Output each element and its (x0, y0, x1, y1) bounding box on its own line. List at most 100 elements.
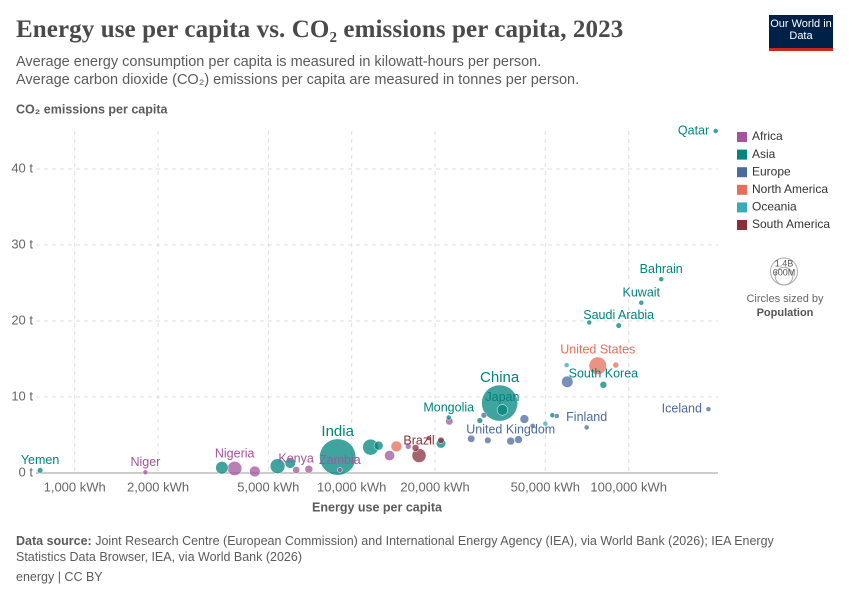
x-tick-label: 5,000 kWh (237, 479, 299, 494)
bubble (284, 457, 296, 469)
bubble (292, 466, 300, 474)
bubble (215, 461, 229, 475)
logo[interactable]: Our World in Data (769, 15, 833, 51)
x-tick-label: 2,000 kWh (127, 479, 189, 494)
subtitle-line: Average carbon dioxide (CO₂) emissions p… (16, 72, 580, 88)
legend-label: Asia (752, 147, 776, 161)
bubble (481, 384, 518, 422)
bubble (638, 300, 645, 306)
bubble (519, 414, 530, 424)
bubble (588, 356, 607, 375)
size-legend-note: Circles sized by (746, 293, 824, 305)
bubble (405, 443, 412, 450)
bubble (583, 424, 590, 431)
bubble (586, 319, 592, 326)
chart-title: Energy use per capita vs. CO₂ emissions … (16, 16, 624, 43)
legend-swatch (737, 202, 747, 213)
bubble (542, 420, 549, 427)
point-label: United States (560, 342, 635, 356)
bubble (249, 465, 261, 478)
bubble (712, 128, 719, 134)
point-label: Japan (485, 390, 519, 404)
point-label: Qatar (678, 123, 709, 137)
legend-swatch (737, 220, 747, 230)
legend-swatch (737, 167, 747, 178)
bubble (437, 436, 445, 444)
y-tick-label: 30 t (11, 236, 33, 251)
point-label: Finland (566, 410, 607, 424)
size-legend-circle (774, 266, 794, 286)
bubble (496, 404, 509, 416)
bubble (506, 436, 515, 446)
footer: energy | CC BY (16, 570, 103, 584)
legend-swatch (737, 149, 747, 160)
y-tick-label: 40 t (11, 160, 33, 175)
size-legend-variable: Population (757, 307, 814, 319)
legend-label: North America (752, 182, 828, 196)
bubble (337, 467, 343, 473)
legend-label: Africa (752, 129, 783, 143)
size-legend-label: 600M (773, 268, 796, 278)
bubble (384, 450, 395, 461)
y-tick-label: 0 t (19, 464, 34, 479)
bubble (467, 434, 476, 443)
x-tick-label: 10,000 kWh (317, 479, 386, 494)
point-label: Nigeria (215, 447, 255, 461)
point-label: Niger (130, 455, 160, 469)
x-tick-label: 100,000 kWh (590, 479, 667, 494)
point-label: Iceland (662, 401, 702, 415)
bubble (549, 412, 556, 418)
point-label: Zambia (319, 453, 361, 467)
source-label: Data source: (16, 534, 92, 548)
bubble (658, 276, 664, 282)
bubble (142, 469, 149, 475)
bubble (37, 467, 44, 474)
subtitle-line: Average energy consumption per capita is… (16, 54, 542, 70)
bubble (705, 406, 712, 412)
bubble (304, 464, 314, 474)
point-label: South Korea (569, 367, 639, 381)
x-tick-label: 50,000 kWh (511, 479, 580, 494)
point-label: Kenya (278, 452, 313, 466)
point-label: Saudi Arabia (583, 308, 654, 322)
point-label: Bahrain (640, 262, 683, 276)
point-label: Yemen (21, 453, 60, 467)
source-text: Joint Research Centre (European Commissi… (16, 534, 774, 564)
bubble (426, 435, 432, 441)
bubble (612, 361, 620, 369)
bubble (319, 438, 357, 476)
bubble (411, 444, 420, 452)
bubble (445, 414, 452, 421)
bubble (390, 440, 403, 453)
size-legend-label: 1.4B (775, 258, 794, 268)
bubble (514, 435, 523, 444)
bubble (476, 417, 483, 424)
bubble (529, 423, 536, 429)
bubble (269, 458, 286, 474)
bubble (599, 381, 608, 389)
legend-label: South America (752, 217, 830, 231)
legend-label: Oceania (752, 200, 797, 214)
point-label: Mongolia (423, 400, 474, 414)
point-label: Kuwait (623, 286, 661, 300)
y-tick-label: 10 t (11, 388, 33, 403)
legend-swatch (737, 132, 747, 142)
point-label: India (321, 423, 354, 440)
x-tick-label: 1,000 kWh (44, 479, 106, 494)
point-label: China (480, 369, 520, 386)
y-tick-label: 20 t (11, 312, 33, 327)
legend-label: Europe (752, 164, 791, 178)
legend-swatch (737, 184, 747, 195)
point-label: Brazil (403, 434, 434, 448)
source: Data source: Joint Research Centre (Euro… (16, 533, 796, 565)
bubble (561, 375, 574, 388)
bubble (554, 413, 560, 419)
bubble (480, 412, 488, 419)
bubble (563, 362, 570, 368)
bubble (484, 436, 492, 444)
subtitle: Average energy consumption per capita is… (16, 53, 716, 89)
y-axis-label: CO₂ emissions per capita (16, 102, 168, 116)
x-axis-label: Energy use per capita (312, 500, 443, 514)
